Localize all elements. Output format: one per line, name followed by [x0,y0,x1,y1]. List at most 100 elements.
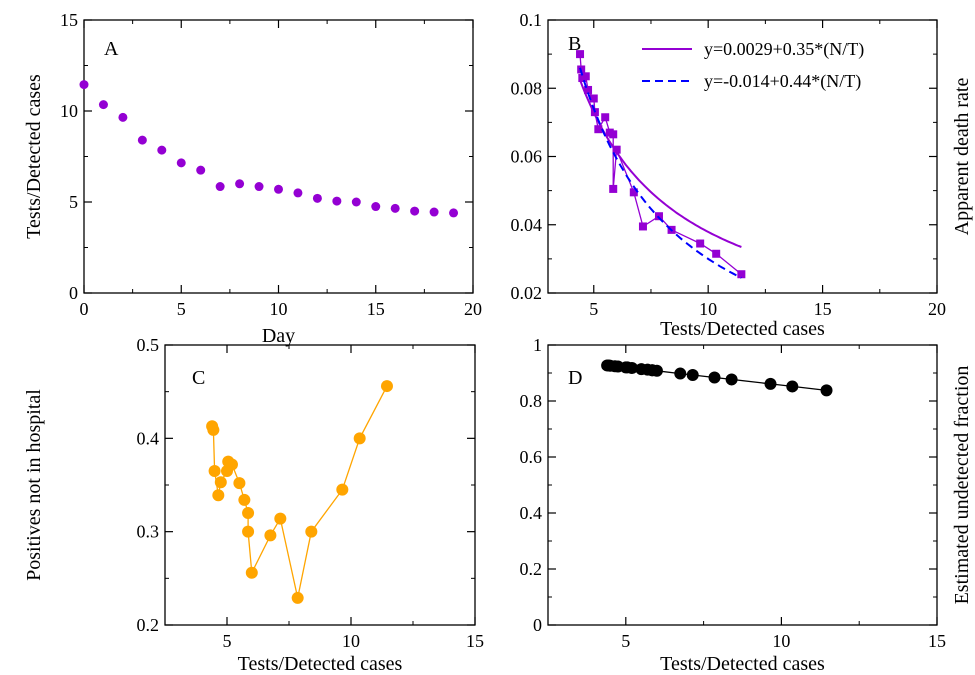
data-point [712,249,721,258]
x-tick-label: 20 [464,299,482,319]
data-point [650,364,663,377]
x-tick-label: 10 [699,299,717,319]
y-tick-label: 0.04 [511,215,543,235]
data-point [353,432,366,445]
data-point [293,188,303,198]
data-point [674,367,687,380]
plot-frame [83,19,474,294]
data-point [581,72,590,81]
data-point [312,193,322,203]
data-point [238,493,251,506]
y-tick-label: 0 [533,615,542,635]
data-point [215,182,225,192]
data-point [380,380,393,393]
y-tick-label: 0.4 [137,428,160,448]
data-point [351,197,361,207]
x-tick-label: 10 [772,631,790,651]
data-point [208,465,221,477]
panel-label: B [568,33,581,55]
panel-label: D [568,367,582,389]
data-point [576,50,585,59]
data-point [274,512,287,525]
x-axis-label: Tests/Detected cases [660,653,825,675]
y-tick-label: 0.06 [511,147,543,167]
y-tick-label: 1 [533,335,542,355]
x-tick-label: 5 [589,299,598,319]
data-point [235,179,245,189]
y-tick-label: 0.3 [137,522,160,542]
chart-panel-a: 0 5 10 15 20 0 5 10 15 Day Tests/Detected cases A [23,10,482,347]
data-point [764,377,777,390]
data-point [225,458,238,471]
data-point [254,182,264,192]
data-point [390,203,400,213]
fit-line-2 [579,67,742,279]
y-tick-label: 0 [69,283,78,303]
data-point [737,270,746,279]
y-axis-label: Estimated undetected fraction [951,366,973,605]
data-point [98,100,108,110]
y-tick-label: 0.02 [511,283,543,303]
data-point [291,591,304,604]
data-point [371,202,381,212]
data-point [429,207,439,217]
x-axis-label: Tests/Detected cases [238,653,403,675]
data-point [157,145,167,155]
data-point [245,566,258,579]
x-tick-label: 10 [270,299,288,319]
data-point [79,80,89,90]
y-tick-label: 0.8 [520,391,543,411]
data-point [242,525,255,538]
legend-entry: y=-0.014+0.44*(N/T) [704,71,861,92]
x-tick-label: 15 [466,631,484,651]
data-point [612,145,621,154]
plot-frame [547,344,938,626]
data-point [601,113,610,122]
y-axis-label: Tests/Detected cases [23,74,45,239]
data-point [233,477,246,490]
data-point [410,206,420,216]
y-tick-label: 10 [60,101,78,121]
x-tick-label: 15 [367,299,385,319]
x-tick-label: 5 [621,631,630,651]
data-point [589,94,598,103]
plot-frame [164,344,476,626]
data-point [584,85,593,94]
y-tick-label: 0.5 [137,335,160,355]
x-axis-label: Tests/Detected cases [660,318,825,340]
data-point [212,489,225,502]
y-tick-label: 15 [60,10,78,30]
data-point [214,476,227,489]
legend-entry: y=0.0029+0.35*(N/T) [704,39,864,60]
x-tick-label: 0 [80,299,89,319]
data-point [305,525,318,538]
data-point [118,112,128,122]
data-point [274,184,283,194]
data-point [638,222,647,231]
data-point [786,380,799,393]
data-point [264,529,277,542]
data-point [696,239,705,248]
plot-frame [547,19,938,294]
data-point [137,135,147,145]
data-point [654,212,663,221]
data-point [332,196,342,206]
fit-line-1 [579,79,742,248]
data-point [207,423,220,436]
y-tick-label: 0.4 [520,503,543,523]
data-point [686,368,699,381]
data-point [820,384,833,397]
y-tick-label: 0.1 [520,10,543,30]
data-point [609,184,618,193]
y-axis-label: Apparent death rate [951,78,973,236]
y-tick-label: 0.2 [520,559,543,579]
y-tick-label: 5 [69,192,78,212]
x-axis-label: Day [262,325,295,347]
data-point [629,188,638,197]
data-point [725,373,738,386]
x-tick-label: 15 [928,631,946,651]
data-point [336,483,349,496]
data-point [594,125,603,134]
data-point [449,208,459,218]
